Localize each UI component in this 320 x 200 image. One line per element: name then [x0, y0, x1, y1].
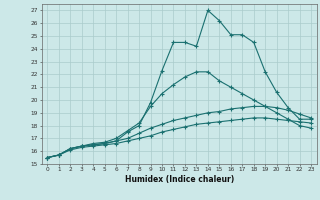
X-axis label: Humidex (Indice chaleur): Humidex (Indice chaleur) — [124, 175, 234, 184]
